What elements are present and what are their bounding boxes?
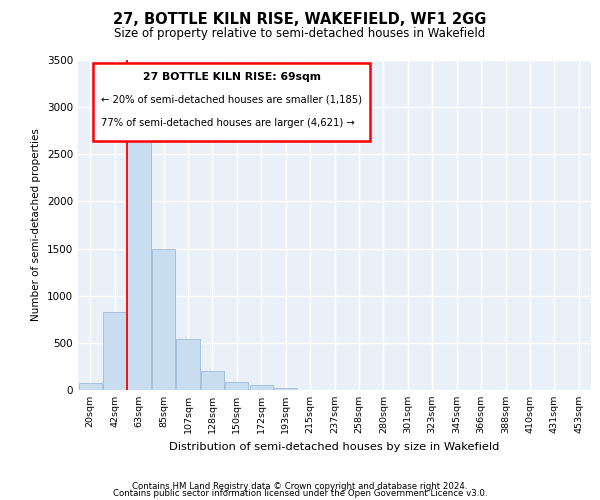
Bar [176,339,200,390]
Text: ← 20% of semi-detached houses are smaller (1,185): ← 20% of semi-detached houses are smalle… [101,94,362,104]
Text: 77% of semi-detached houses are larger (4,621) →: 77% of semi-detached houses are larger (… [101,118,355,128]
Y-axis label: Number of semi-detached properties: Number of semi-detached properties [31,128,41,322]
Bar [225,382,248,390]
Bar [79,383,102,390]
Bar [274,388,297,390]
Bar [103,312,126,390]
Bar [152,248,175,390]
Text: Contains public sector information licensed under the Open Government Licence v3: Contains public sector information licen… [113,489,487,498]
FancyBboxPatch shape [94,64,370,141]
Text: Size of property relative to semi-detached houses in Wakefield: Size of property relative to semi-detach… [115,28,485,40]
Bar [250,386,273,390]
Bar [201,371,224,390]
Text: Contains HM Land Registry data © Crown copyright and database right 2024.: Contains HM Land Registry data © Crown c… [132,482,468,491]
Text: 27 BOTTLE KILN RISE: 69sqm: 27 BOTTLE KILN RISE: 69sqm [143,72,321,82]
X-axis label: Distribution of semi-detached houses by size in Wakefield: Distribution of semi-detached houses by … [169,442,500,452]
Text: 27, BOTTLE KILN RISE, WAKEFIELD, WF1 2GG: 27, BOTTLE KILN RISE, WAKEFIELD, WF1 2GG [113,12,487,28]
Bar [127,126,151,390]
